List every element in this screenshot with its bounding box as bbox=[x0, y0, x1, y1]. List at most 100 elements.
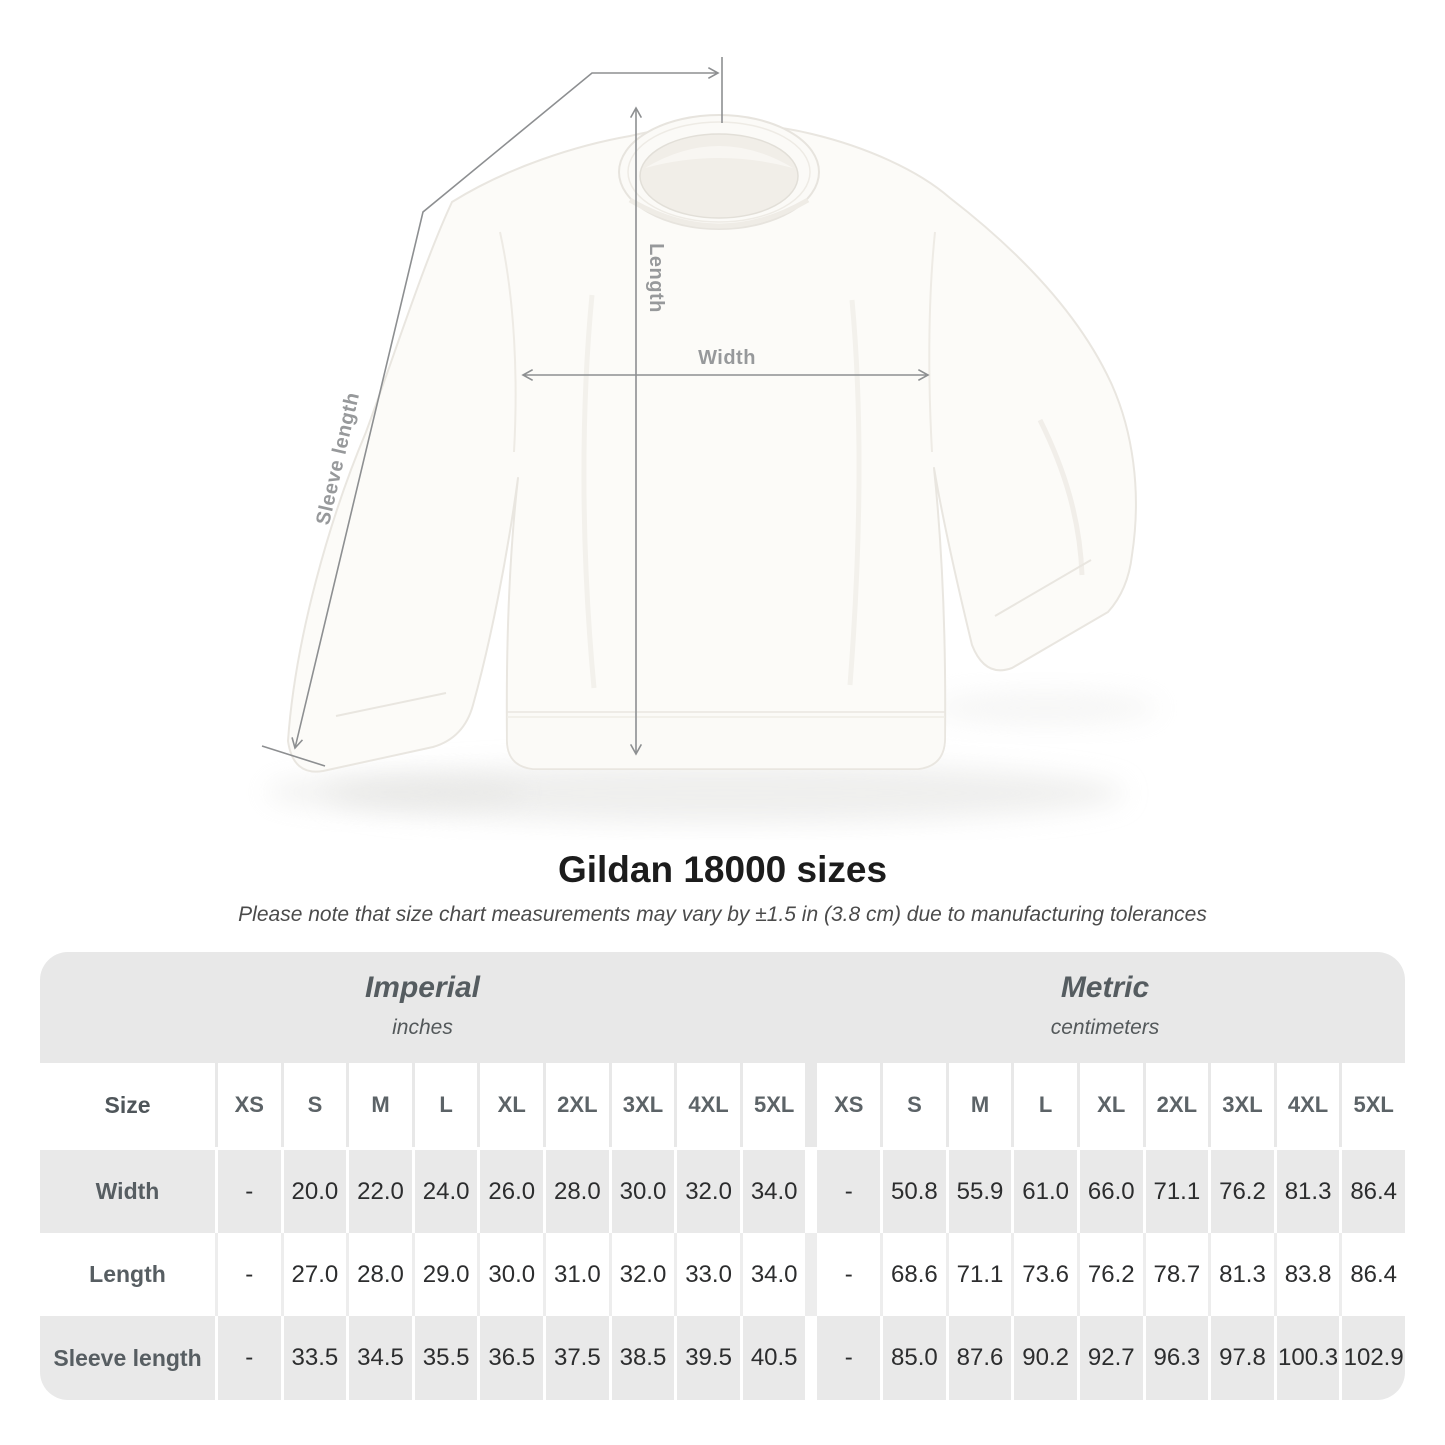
sweatshirt-diagram: Width Length Sleeve length bbox=[261, 57, 1160, 823]
value-cell: 78.7 bbox=[1145, 1233, 1209, 1316]
metric-group-unit: centimeters bbox=[1050, 1016, 1160, 1039]
half-divider bbox=[808, 1063, 814, 1147]
table-row-0: Width -20.0 22.0 24.0 26.0 28.0 30.0 32.0 34.0-5… bbox=[40, 1150, 1405, 1233]
tolerance-note: Please note that size chart measurements… bbox=[238, 903, 1207, 926]
size-header-cell: XL bbox=[480, 1063, 544, 1147]
row-label: Width bbox=[40, 1150, 215, 1233]
size-header-cell: 5XL bbox=[742, 1063, 806, 1147]
size-header-cell: XS bbox=[817, 1063, 881, 1147]
imperial-group-header: Imperial inches bbox=[40, 952, 805, 1059]
value-cell: 37.5 bbox=[546, 1316, 609, 1400]
value-cell: 50.8 bbox=[883, 1150, 946, 1233]
table-row-1: Length -27.0 28.0 29.0 30.0 31.0 32.0 33.0 34.0-… bbox=[40, 1233, 1405, 1316]
value-cell: 71.1 bbox=[1145, 1150, 1209, 1233]
size-header-cell: S bbox=[283, 1063, 347, 1147]
metric-group-name: Metric bbox=[1060, 971, 1150, 1004]
value-cell: - bbox=[817, 1316, 881, 1400]
value-cell: 97.8 bbox=[1211, 1316, 1274, 1400]
value-cell: 31.0 bbox=[546, 1233, 609, 1316]
imperial-group-name: Imperial bbox=[364, 971, 481, 1004]
value-cell: 32.0 bbox=[677, 1150, 740, 1233]
value-cell: 102.9 bbox=[1342, 1316, 1405, 1400]
value-cell: 71.1 bbox=[948, 1233, 1012, 1316]
value-cell: 30.0 bbox=[480, 1233, 544, 1316]
value-cell: 33.5 bbox=[283, 1316, 347, 1400]
value-cell: 81.3 bbox=[1276, 1150, 1340, 1233]
value-cell: - bbox=[218, 1316, 281, 1400]
value-cell: 24.0 bbox=[414, 1150, 478, 1233]
value-cell: 81.3 bbox=[1211, 1233, 1274, 1316]
size-header-cell: S bbox=[883, 1063, 946, 1147]
half-divider bbox=[808, 1316, 814, 1400]
imperial-group-unit: inches bbox=[392, 1016, 453, 1039]
collar bbox=[618, 114, 820, 230]
size-header-cell: M bbox=[349, 1063, 412, 1147]
unit-group-band: Imperial inches Metric centimeters bbox=[40, 952, 1405, 1059]
value-cell: 33.0 bbox=[677, 1233, 740, 1316]
value-cell: 38.5 bbox=[611, 1316, 675, 1400]
value-cell: - bbox=[817, 1150, 881, 1233]
value-cell: 39.5 bbox=[677, 1316, 740, 1400]
page-title: Gildan 18000 sizes bbox=[557, 849, 888, 890]
value-cell: 28.0 bbox=[349, 1233, 412, 1316]
size-header-cell: XS bbox=[218, 1063, 281, 1147]
value-cell: 40.5 bbox=[742, 1316, 806, 1400]
value-cell: 29.0 bbox=[414, 1233, 478, 1316]
value-cell: 76.2 bbox=[1079, 1233, 1143, 1316]
size-header-cell: 3XL bbox=[1211, 1063, 1274, 1147]
value-cell: 90.2 bbox=[1014, 1316, 1077, 1400]
sleeve-length-arrow bbox=[261, 57, 723, 767]
width-label: Width bbox=[698, 347, 756, 369]
value-cell: 32.0 bbox=[611, 1233, 675, 1316]
metric-group-header: Metric centimeters bbox=[805, 952, 1405, 1059]
hem-band bbox=[506, 711, 946, 770]
value-cell: 34.5 bbox=[349, 1316, 412, 1400]
value-cell: 22.0 bbox=[349, 1150, 412, 1233]
size-header-cell: 2XL bbox=[546, 1063, 609, 1147]
value-cell: 86.4 bbox=[1342, 1150, 1405, 1233]
cuff-reference-tick bbox=[261, 745, 326, 767]
value-cell: 27.0 bbox=[283, 1233, 347, 1316]
size-header-cell: 5XL bbox=[1342, 1063, 1405, 1147]
value-cell: 87.6 bbox=[948, 1316, 1012, 1400]
value-cell: 34.0 bbox=[742, 1150, 806, 1233]
value-cell: 100.3 bbox=[1276, 1316, 1340, 1400]
row-label: Length bbox=[40, 1233, 215, 1316]
table-row-2: Sleeve length -33.5 34.5 35.5 36.5 37.5 38.5 39… bbox=[40, 1316, 1405, 1400]
value-cell: 34.0 bbox=[742, 1233, 806, 1316]
value-cell: 28.0 bbox=[546, 1150, 609, 1233]
value-cell: 26.0 bbox=[480, 1150, 544, 1233]
value-cell: 76.2 bbox=[1211, 1150, 1274, 1233]
value-cell: 86.4 bbox=[1342, 1233, 1405, 1316]
table-header-row: Size XS S M L XL 2XL 3XL 4XL 5XL XS S M L XL 2XL 3XL 4XL 5… bbox=[40, 1059, 1405, 1147]
garment-shadow bbox=[265, 692, 1160, 823]
value-cell: 96.3 bbox=[1145, 1316, 1209, 1400]
size-header-cell: 3XL bbox=[611, 1063, 675, 1147]
value-cell: - bbox=[218, 1150, 281, 1233]
size-table: Imperial inches Metric centimeters Size X… bbox=[40, 952, 1405, 1400]
size-header-cell: M bbox=[948, 1063, 1012, 1147]
size-header-cell: 4XL bbox=[677, 1063, 740, 1147]
value-cell: 83.8 bbox=[1276, 1233, 1340, 1316]
row-label: Sleeve length bbox=[40, 1316, 215, 1400]
size-header-cell: 2XL bbox=[1145, 1063, 1209, 1147]
value-cell: - bbox=[817, 1233, 881, 1316]
value-cell: 36.5 bbox=[480, 1316, 544, 1400]
value-cell: 68.6 bbox=[883, 1233, 946, 1316]
size-header-cell: L bbox=[1014, 1063, 1077, 1147]
value-cell: - bbox=[218, 1233, 281, 1316]
value-cell: 66.0 bbox=[1079, 1150, 1143, 1233]
size-column-header: Size bbox=[40, 1063, 215, 1147]
value-cell: 55.9 bbox=[948, 1150, 1012, 1233]
cuff-seam-right bbox=[994, 559, 1092, 617]
size-header-cell: 4XL bbox=[1276, 1063, 1340, 1147]
value-cell: 61.0 bbox=[1014, 1150, 1077, 1233]
half-divider bbox=[808, 1233, 814, 1316]
size-header-cell: L bbox=[414, 1063, 478, 1147]
value-cell: 35.5 bbox=[414, 1316, 478, 1400]
half-divider bbox=[808, 1150, 814, 1233]
value-cell: 92.7 bbox=[1079, 1316, 1143, 1400]
value-cell: 30.0 bbox=[611, 1150, 675, 1233]
value-cell: 20.0 bbox=[283, 1150, 347, 1233]
